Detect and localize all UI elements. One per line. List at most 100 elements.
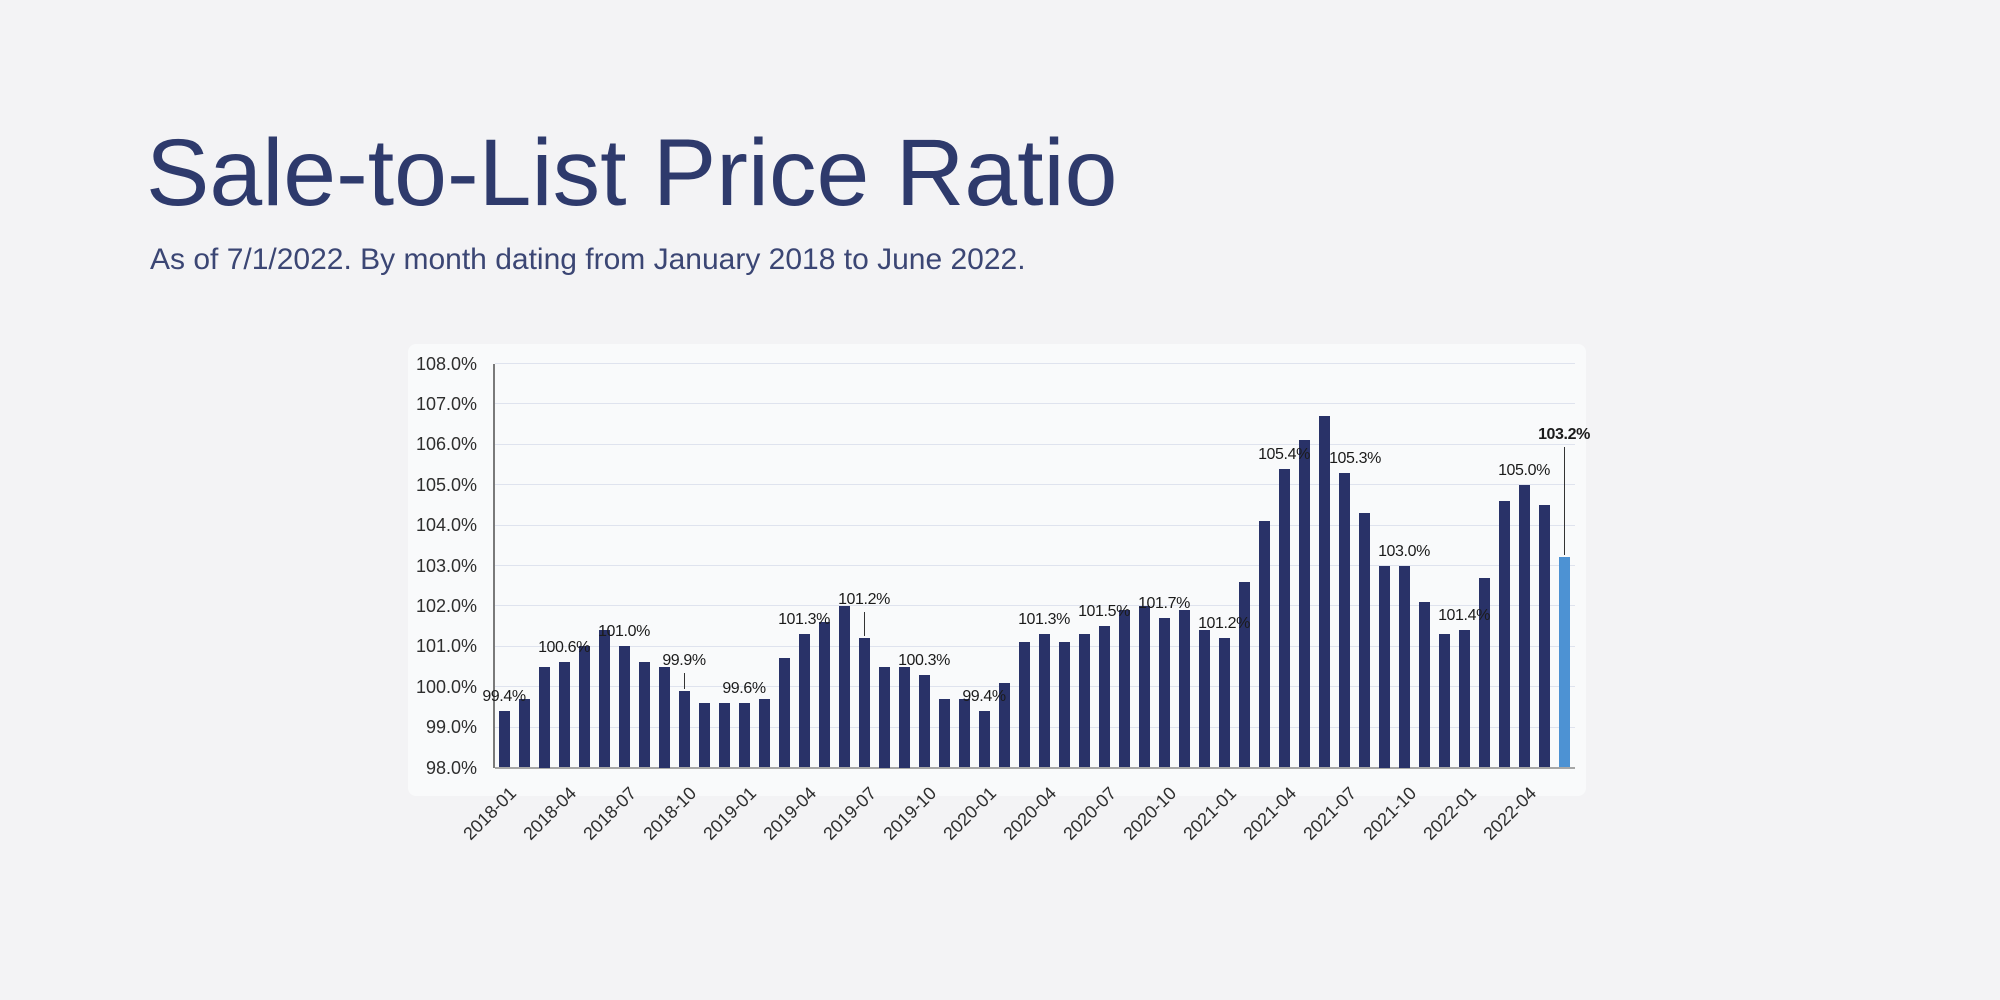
- bar-2022-06[interactable]: [1558, 557, 1570, 768]
- gridline-107pct: [495, 403, 1575, 405]
- bar-2018-07[interactable]: [618, 646, 630, 768]
- bar-2018-09[interactable]: [658, 666, 670, 768]
- bar-2020-01[interactable]: [978, 710, 990, 768]
- y-tick-105.0%: 105.0%: [415, 474, 477, 495]
- bar-2019-02[interactable]: [758, 698, 770, 768]
- page-subtitle: As of 7/1/2022. By month dating from Jan…: [150, 243, 1026, 276]
- bar-label-2022-06: 103.2%: [1538, 426, 1590, 444]
- gridline-102pct: [495, 605, 1575, 607]
- y-tick-102.0%: 102.0%: [415, 595, 477, 616]
- page-title: Sale-to-List Price Ratio: [146, 120, 1118, 226]
- bar-2018-01[interactable]: [498, 710, 510, 768]
- bar-2019-09[interactable]: [898, 666, 910, 768]
- bar-2018-06[interactable]: [598, 630, 610, 768]
- y-axis-line: [493, 363, 495, 768]
- bar-2020-07[interactable]: [1098, 626, 1110, 768]
- bar-2022-02[interactable]: [1478, 577, 1490, 768]
- gridline-100pct: [495, 686, 1575, 688]
- bar-2021-11[interactable]: [1418, 601, 1430, 768]
- bar-2018-03[interactable]: [538, 666, 550, 768]
- bar-label-2018-07: 101.0%: [598, 623, 650, 641]
- bar-2020-03[interactable]: [1018, 642, 1030, 768]
- y-tick-108.0%: 108.0%: [415, 353, 477, 374]
- bar-2020-09[interactable]: [1138, 605, 1150, 768]
- bar-2019-10[interactable]: [918, 674, 930, 768]
- bar-2018-10[interactable]: [678, 690, 690, 768]
- bar-2021-07[interactable]: [1338, 472, 1350, 768]
- bar-2019-03[interactable]: [778, 658, 790, 768]
- bar-2018-05[interactable]: [578, 646, 590, 768]
- bar-2020-10[interactable]: [1158, 618, 1170, 768]
- bar-label-2022-04: 105.0%: [1498, 461, 1550, 479]
- bar-2019-07[interactable]: [858, 638, 870, 768]
- bar-label-2021-01: 101.2%: [1198, 615, 1250, 633]
- bar-label-2018-10: 99.9%: [662, 651, 706, 669]
- bar-2020-04[interactable]: [1038, 634, 1050, 768]
- bar-2020-12[interactable]: [1198, 630, 1210, 768]
- bar-2019-05[interactable]: [818, 622, 830, 768]
- x-axis-line: [495, 766, 1575, 769]
- bar-label-2018-04: 100.6%: [538, 639, 590, 657]
- bar-2019-04[interactable]: [798, 634, 810, 768]
- bar-2022-03[interactable]: [1498, 500, 1510, 768]
- bar-label-2018-01: 99.4%: [482, 687, 526, 705]
- bar-2020-08[interactable]: [1118, 609, 1130, 768]
- y-tick-106.0%: 106.0%: [415, 434, 477, 455]
- bar-2018-11[interactable]: [698, 702, 710, 768]
- bar-2019-08[interactable]: [878, 666, 890, 768]
- bar-2019-12[interactable]: [958, 698, 970, 768]
- bar-2021-09[interactable]: [1378, 565, 1390, 768]
- y-tick-100.0%: 100.0%: [415, 676, 477, 697]
- bar-2022-04[interactable]: [1518, 484, 1530, 768]
- bar-2021-05[interactable]: [1298, 440, 1310, 768]
- gridline-104pct: [495, 524, 1575, 526]
- bar-2018-04[interactable]: [558, 662, 570, 768]
- bar-2022-01[interactable]: [1458, 630, 1470, 768]
- callout-line-2022-06: [1563, 447, 1565, 556]
- callout-line-2019-07: [863, 612, 865, 637]
- bar-2021-01[interactable]: [1218, 638, 1230, 768]
- bar-2018-08[interactable]: [638, 662, 650, 768]
- bar-label-2022-01: 101.4%: [1438, 607, 1490, 625]
- bar-2021-08[interactable]: [1358, 512, 1370, 768]
- bar-2020-02[interactable]: [998, 682, 1010, 768]
- bar-label-2019-01: 99.6%: [722, 679, 766, 697]
- bar-2020-05[interactable]: [1058, 642, 1070, 768]
- bar-label-2020-04: 101.3%: [1018, 611, 1070, 629]
- gridline-101pct: [495, 645, 1575, 647]
- bar-label-2021-10: 103.0%: [1378, 542, 1430, 560]
- y-tick-107.0%: 107.0%: [415, 393, 477, 414]
- bar-label-2020-07: 101.5%: [1078, 603, 1130, 621]
- bar-2022-05[interactable]: [1538, 504, 1550, 768]
- bar-label-2020-01: 99.4%: [962, 687, 1006, 705]
- bar-2021-04[interactable]: [1278, 468, 1290, 768]
- bar-2021-12[interactable]: [1438, 634, 1450, 768]
- bar-2021-10[interactable]: [1398, 565, 1410, 768]
- bar-2019-11[interactable]: [938, 698, 950, 768]
- gridline-99pct: [495, 726, 1575, 728]
- bar-2018-12[interactable]: [718, 702, 730, 768]
- bar-label-2019-10: 100.3%: [898, 651, 950, 669]
- y-tick-104.0%: 104.0%: [415, 515, 477, 536]
- y-tick-99.0%: 99.0%: [425, 717, 477, 738]
- bar-2021-02[interactable]: [1238, 581, 1250, 768]
- bar-2020-11[interactable]: [1178, 609, 1190, 768]
- bar-label-2021-07: 105.3%: [1329, 449, 1381, 467]
- callout-line-2018-10: [683, 672, 685, 689]
- bar-label-2019-07: 101.2%: [838, 591, 890, 609]
- bar-label-2019-04: 101.3%: [778, 611, 830, 629]
- gridline-103pct: [495, 565, 1575, 566]
- bar-2020-06[interactable]: [1078, 634, 1090, 768]
- y-tick-103.0%: 103.0%: [415, 555, 477, 576]
- y-tick-98.0%: 98.0%: [425, 757, 477, 778]
- bar-2019-01[interactable]: [738, 702, 750, 768]
- gridline-105pct: [495, 484, 1575, 486]
- gridline-106pct: [495, 443, 1575, 445]
- bar-2021-03[interactable]: [1258, 521, 1270, 768]
- bar-label-2020-10: 101.7%: [1138, 595, 1190, 613]
- bar-2021-06[interactable]: [1318, 416, 1330, 768]
- bar-2018-02[interactable]: [518, 698, 530, 768]
- bar-2019-06[interactable]: [838, 605, 850, 768]
